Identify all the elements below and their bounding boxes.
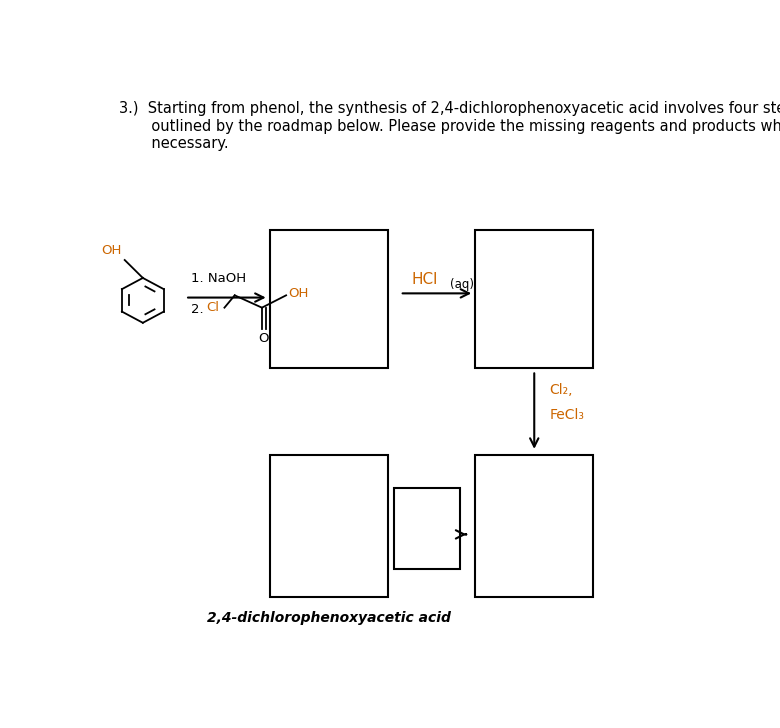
Bar [475, 454, 594, 598]
Text: 2,4-dichlorophenoxyacetic acid: 2,4-dichlorophenoxyacetic acid [207, 612, 451, 625]
Text: 2.: 2. [191, 303, 204, 316]
Bar [270, 230, 388, 368]
Text: HCl: HCl [412, 272, 438, 287]
Text: FeCl₃: FeCl₃ [549, 408, 584, 422]
Text: 3.)  Starting from phenol, the synthesis of 2,4-dichlorophenoxyacetic acid invol: 3.) Starting from phenol, the synthesis … [119, 101, 780, 151]
Text: OH: OH [101, 244, 122, 257]
Text: Cl₂,: Cl₂, [549, 383, 573, 397]
Bar [475, 230, 594, 368]
Text: (aq): (aq) [450, 277, 474, 290]
Text: 1. NaOH: 1. NaOH [191, 272, 246, 285]
Text: Cl: Cl [206, 301, 219, 314]
Text: O: O [258, 332, 269, 345]
Text: OH: OH [288, 287, 308, 300]
Bar [270, 454, 388, 598]
Bar [394, 488, 460, 569]
